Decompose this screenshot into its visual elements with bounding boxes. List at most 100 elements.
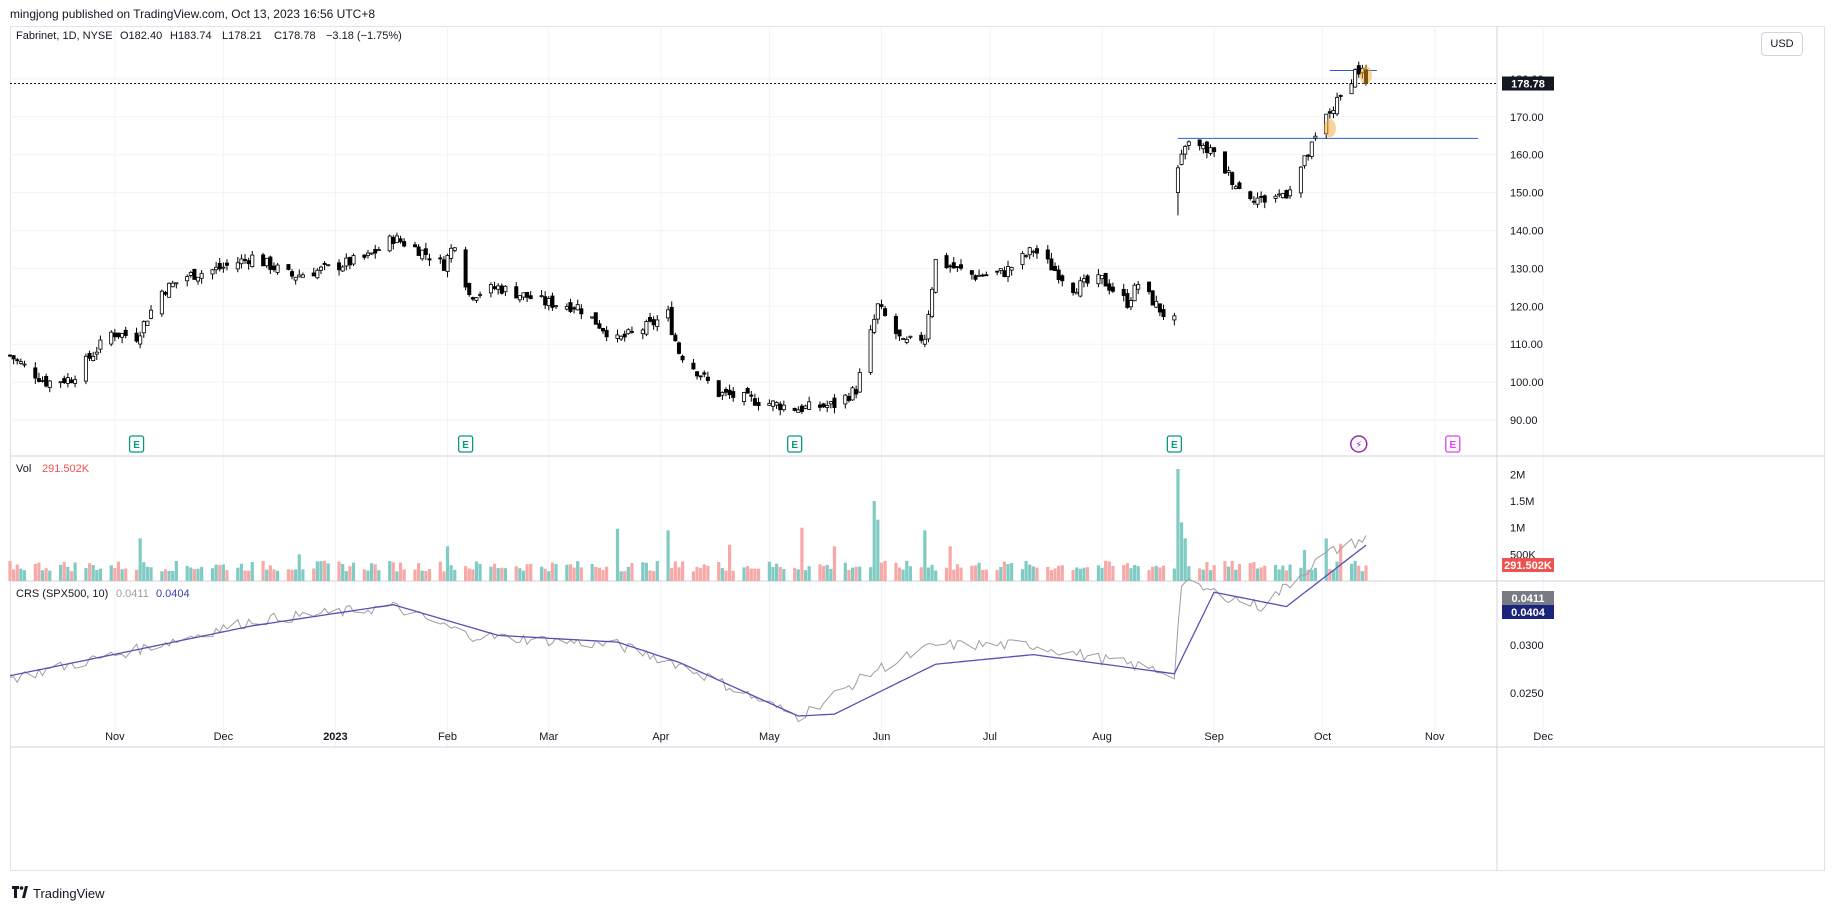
volume-bar bbox=[699, 568, 703, 581]
y-tick-label: 2M bbox=[1510, 469, 1525, 481]
volume-bar bbox=[1277, 569, 1281, 581]
candle-body bbox=[1024, 255, 1029, 258]
candle-body bbox=[36, 378, 41, 382]
volume-bars bbox=[8, 469, 1368, 581]
volume-bar bbox=[579, 567, 583, 581]
volume-bar bbox=[370, 563, 374, 581]
volume-bar bbox=[1357, 565, 1361, 581]
candle-body bbox=[73, 379, 78, 384]
volume-bar bbox=[655, 560, 659, 581]
candle-body bbox=[648, 317, 653, 322]
earnings-icon bbox=[457, 435, 474, 453]
volume-bar bbox=[539, 566, 544, 581]
volume-bar bbox=[1306, 569, 1310, 581]
volume-bar bbox=[753, 568, 757, 581]
x-tick-label: Dec bbox=[214, 731, 234, 743]
candle-body bbox=[496, 285, 501, 290]
earnings-label: E bbox=[1449, 440, 1456, 451]
volume-bar bbox=[576, 561, 580, 581]
candle-body bbox=[344, 257, 349, 267]
candle-body bbox=[7, 354, 12, 357]
candle-body bbox=[528, 295, 533, 300]
candle-body bbox=[1056, 269, 1061, 280]
volume-bar bbox=[869, 567, 873, 581]
candle-body bbox=[629, 330, 634, 333]
candle-body bbox=[705, 376, 710, 381]
volume-bar bbox=[1226, 566, 1231, 581]
candle-body bbox=[492, 286, 497, 290]
candle-body bbox=[846, 396, 851, 401]
candle-body bbox=[575, 304, 580, 311]
volume-bar bbox=[113, 567, 117, 581]
candle-body bbox=[716, 380, 721, 397]
volume-bar bbox=[1060, 565, 1064, 581]
chart-frame[interactable] bbox=[10, 26, 1825, 871]
candle-body bbox=[893, 315, 898, 334]
volume-bar bbox=[120, 569, 124, 581]
candle-body bbox=[1277, 193, 1282, 196]
candle-body bbox=[770, 400, 775, 407]
volume-bar bbox=[832, 546, 837, 581]
y-tick-label: 1M bbox=[1510, 523, 1525, 535]
candle-body bbox=[1251, 200, 1256, 203]
candle-body bbox=[271, 265, 276, 271]
volume-bar bbox=[344, 571, 348, 581]
candle-body bbox=[1002, 270, 1007, 277]
candle-body bbox=[94, 351, 99, 355]
candle-body bbox=[412, 244, 417, 248]
footer-brand[interactable]: TradingView bbox=[0, 881, 400, 907]
volume-bar bbox=[69, 571, 74, 581]
candle-body bbox=[564, 306, 569, 310]
volume-bar bbox=[1151, 566, 1155, 581]
candle-body bbox=[745, 388, 750, 394]
volume-bar bbox=[496, 568, 500, 581]
volume-bar bbox=[1057, 565, 1061, 581]
volume-bar bbox=[843, 562, 847, 581]
volume-bar bbox=[619, 571, 623, 581]
volume-bar bbox=[818, 564, 822, 581]
volume-bar bbox=[138, 538, 142, 581]
earnings-icon bbox=[787, 435, 803, 453]
volume-bar bbox=[1328, 568, 1332, 581]
candle-body bbox=[821, 403, 826, 408]
candle-body bbox=[138, 335, 143, 345]
volume-bar bbox=[1259, 567, 1263, 581]
volume-bar bbox=[1176, 469, 1180, 581]
candle-body bbox=[644, 321, 649, 335]
highlight-mark bbox=[1360, 66, 1372, 85]
candle-body bbox=[850, 387, 855, 401]
volume-bar bbox=[1237, 563, 1242, 581]
volume-bar bbox=[930, 564, 934, 581]
candle-body bbox=[669, 307, 674, 335]
candle-body bbox=[778, 403, 783, 411]
candle-body bbox=[499, 285, 504, 294]
candle-body bbox=[109, 331, 114, 345]
x-tick-label: Jun bbox=[873, 731, 891, 743]
candle-body bbox=[1248, 191, 1253, 200]
currency-button[interactable]: USD bbox=[1761, 32, 1803, 56]
volume-bar bbox=[1183, 538, 1187, 581]
candle-body bbox=[221, 266, 226, 269]
volume-bar bbox=[1024, 560, 1028, 581]
volume-bar bbox=[1111, 565, 1115, 581]
candle-body bbox=[843, 394, 848, 405]
volume-bar bbox=[95, 569, 99, 581]
candle-body bbox=[1186, 141, 1191, 146]
candle-body bbox=[731, 391, 736, 398]
volume-bar bbox=[944, 567, 949, 581]
candle-body bbox=[593, 312, 598, 325]
candle-body bbox=[879, 304, 884, 307]
volume-bar bbox=[565, 564, 569, 581]
volume-bar bbox=[796, 569, 800, 581]
candle-body bbox=[1204, 141, 1209, 153]
volume-bar bbox=[1288, 564, 1292, 581]
candle-body bbox=[825, 405, 830, 408]
candle-body bbox=[315, 269, 320, 279]
volume-bar bbox=[1201, 569, 1205, 581]
x-tick-label: Apr bbox=[652, 731, 669, 743]
volume-bar bbox=[1006, 563, 1010, 581]
volume-bar bbox=[724, 570, 728, 581]
y-tick-label: 100.00 bbox=[1510, 377, 1544, 389]
volume-bar bbox=[348, 566, 352, 581]
